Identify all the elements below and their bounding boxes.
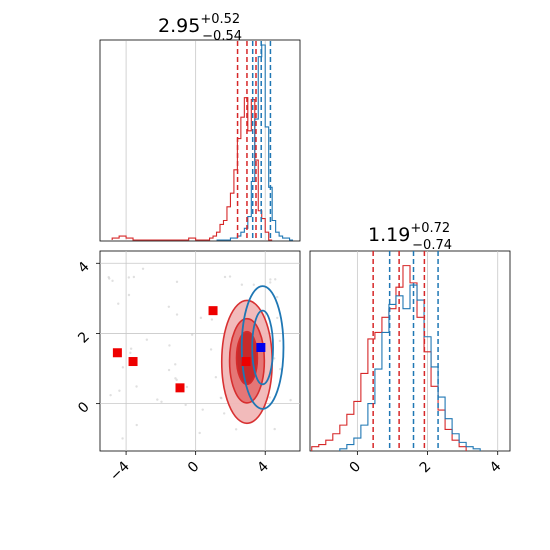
tick-label-p2-x-2: 4 bbox=[487, 458, 505, 476]
tick-label-joint-x-0: −4 bbox=[107, 458, 133, 484]
background-sample-point bbox=[132, 275, 136, 279]
background-sample-point bbox=[190, 333, 194, 336]
background-sample-point bbox=[274, 278, 277, 281]
background-sample-point bbox=[174, 363, 177, 366]
panel-bottom-right-frame bbox=[309, 250, 511, 452]
background-sample-point bbox=[273, 427, 276, 431]
background-sample-point bbox=[234, 428, 238, 431]
red-marker-1 bbox=[128, 357, 138, 367]
background-sample-point bbox=[135, 423, 138, 427]
tick-label-p2-x-0: 0 bbox=[347, 459, 365, 477]
background-sample-point bbox=[223, 275, 227, 279]
background-sample-point bbox=[127, 293, 131, 297]
red-marker-4 bbox=[241, 357, 251, 367]
background-sample-point bbox=[278, 339, 282, 343]
background-sample-point bbox=[185, 385, 189, 389]
background-sample-point bbox=[210, 318, 214, 321]
background-sample-point bbox=[214, 376, 218, 379]
background-sample-point bbox=[209, 348, 213, 351]
background-sample-point bbox=[276, 316, 279, 320]
background-sample-point bbox=[198, 431, 201, 435]
panel-joint-frame bbox=[99, 250, 301, 452]
background-sample-point bbox=[269, 281, 272, 284]
tick-label-joint-y-1: 2 bbox=[75, 329, 93, 347]
background-sample-point bbox=[269, 278, 272, 281]
background-sample-point bbox=[222, 412, 226, 415]
background-sample-point bbox=[160, 400, 163, 403]
red-marker-2 bbox=[175, 383, 185, 393]
background-sample-point bbox=[175, 313, 179, 316]
tick-label-joint-y-2: 4 bbox=[75, 259, 93, 277]
tick-label-joint-x-2: 4 bbox=[254, 458, 272, 476]
background-sample-point bbox=[273, 357, 276, 360]
background-sample-point bbox=[111, 279, 114, 283]
background-sample-point bbox=[184, 403, 187, 407]
background-sample-point bbox=[156, 398, 159, 401]
tick-label-p2-x-1: 2 bbox=[417, 459, 435, 477]
background-sample-point bbox=[141, 267, 145, 270]
background-sample-point bbox=[175, 280, 179, 284]
background-sample-point bbox=[167, 368, 171, 372]
tick-label-joint-y-0: 0 bbox=[75, 399, 93, 417]
param1-blue-histogram bbox=[216, 44, 294, 241]
background-sample-point bbox=[240, 283, 244, 286]
panel-top-left-frame bbox=[99, 39, 301, 242]
red-marker-0 bbox=[112, 348, 122, 358]
background-sample-point bbox=[252, 283, 256, 286]
param2-blue-histogram bbox=[339, 284, 481, 451]
background-sample-point bbox=[174, 377, 177, 380]
background-sample-point bbox=[121, 437, 124, 440]
background-sample-point bbox=[117, 302, 120, 305]
background-sample-point bbox=[228, 275, 232, 278]
tick-label-joint-x-1: 0 bbox=[185, 459, 203, 477]
blue-contour-outer bbox=[240, 285, 285, 410]
background-sample-point bbox=[220, 396, 223, 400]
param1-title: 2.95+0.52 −0.54 bbox=[158, 12, 242, 44]
background-sample-point bbox=[199, 316, 203, 320]
background-sample-point bbox=[129, 347, 133, 350]
blue-contour-inner bbox=[251, 309, 274, 386]
background-sample-point bbox=[109, 393, 112, 397]
background-sample-point bbox=[118, 389, 121, 392]
background-sample-point bbox=[135, 385, 138, 388]
background-sample-point bbox=[121, 366, 125, 369]
background-sample-point bbox=[268, 396, 271, 399]
background-sample-point bbox=[275, 295, 279, 299]
background-sample-point bbox=[127, 276, 131, 279]
background-sample-point bbox=[279, 367, 282, 371]
background-sample-point bbox=[108, 277, 111, 280]
blue-marker-0 bbox=[256, 342, 266, 352]
background-sample-point bbox=[129, 351, 132, 355]
param2-title: 1.19+0.72 −0.74 bbox=[368, 221, 452, 253]
background-sample-point bbox=[167, 305, 171, 308]
background-sample-point bbox=[145, 338, 149, 341]
background-sample-point bbox=[201, 408, 204, 411]
background-sample-point bbox=[289, 398, 292, 402]
red-marker-3 bbox=[208, 306, 218, 316]
background-sample-point bbox=[168, 344, 171, 347]
